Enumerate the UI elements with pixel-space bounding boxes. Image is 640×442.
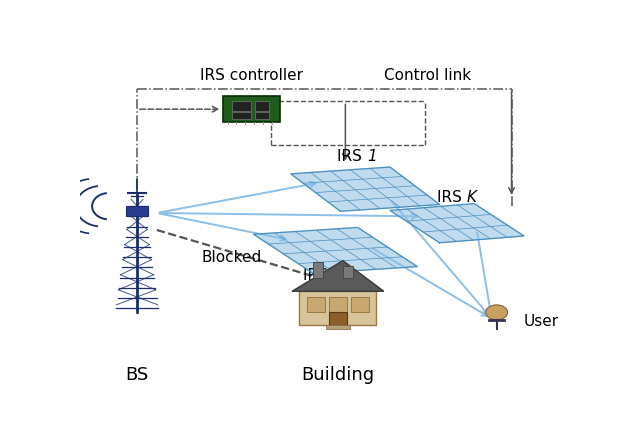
Text: Blocked: Blocked	[201, 250, 261, 265]
Bar	[300, 291, 376, 325]
Text: User: User	[524, 314, 559, 329]
Text: BS: BS	[125, 366, 148, 384]
Text: Control link: Control link	[383, 68, 471, 83]
Bar	[232, 101, 251, 110]
Text: K: K	[465, 190, 477, 205]
Polygon shape	[291, 167, 440, 211]
Bar	[232, 112, 251, 119]
Polygon shape	[292, 261, 384, 291]
Polygon shape	[390, 204, 524, 243]
Text: IRS: IRS	[337, 149, 365, 164]
Bar	[255, 112, 269, 119]
Bar	[313, 263, 323, 278]
Bar	[351, 297, 369, 312]
Text: 1: 1	[365, 149, 378, 164]
Bar	[329, 297, 347, 312]
Bar	[329, 312, 347, 325]
Bar	[126, 206, 148, 217]
Bar	[326, 324, 350, 329]
Bar	[223, 96, 280, 122]
Bar	[307, 297, 324, 312]
Polygon shape	[253, 228, 417, 274]
Text: 2: 2	[330, 268, 343, 283]
Text: Building: Building	[301, 366, 374, 384]
Text: IRS controller: IRS controller	[200, 68, 303, 83]
Bar	[255, 101, 269, 110]
Text: IRS: IRS	[436, 190, 465, 205]
Bar	[343, 266, 353, 278]
Text: IRS: IRS	[303, 268, 330, 283]
Circle shape	[486, 305, 508, 320]
